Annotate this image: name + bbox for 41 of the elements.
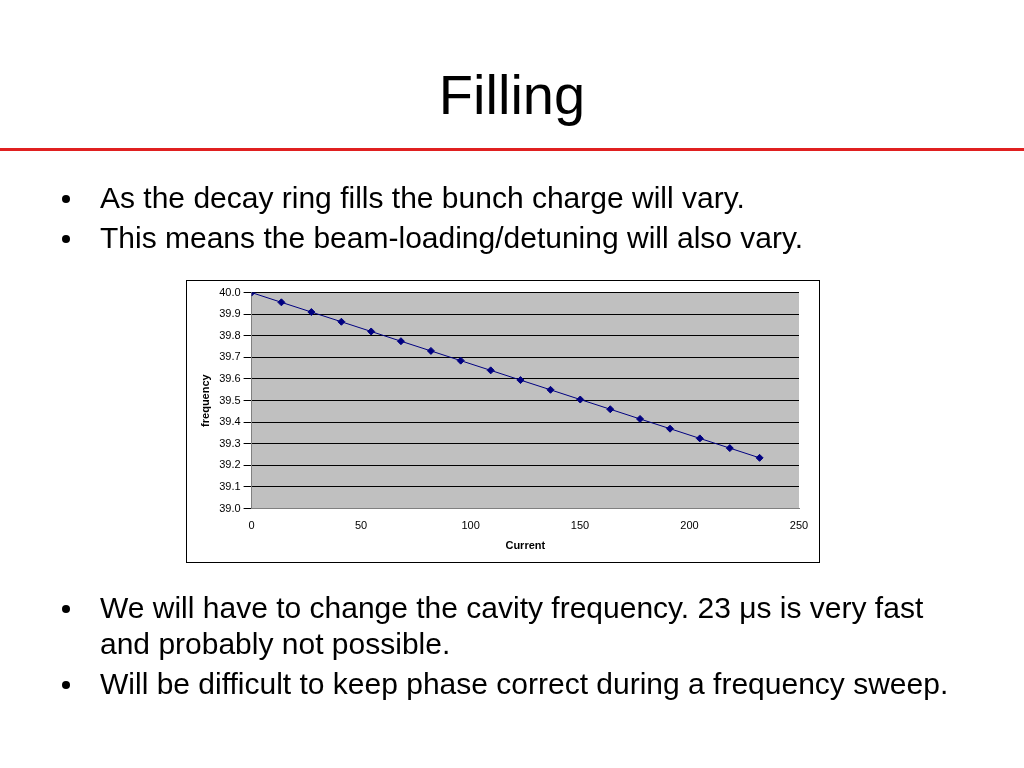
y-tick-label: 39.6 [219,372,241,385]
text: Will be difficult to keep phase correct during a frequency sweep. [100,666,950,702]
y-tick-label: 39.9 [219,307,241,320]
y-tick-label: 39.2 [219,458,241,471]
y-axis-title: frequency [198,373,211,427]
x-tick-label: 50 [354,519,368,532]
y-tick-label: 39.5 [219,393,241,406]
x-tick-label: 250 [789,519,809,532]
point [456,356,465,365]
point [367,327,376,336]
point [755,453,764,462]
x-tick-label: 100 [461,519,480,532]
point [606,405,615,414]
point [695,434,704,443]
text: As the decay ring fills the bunch charge will vary. [100,180,746,216]
x-tick-label: 150 [570,519,590,532]
x-axis-title: Current [505,539,546,552]
y-tick-label: 40.0 [219,285,241,298]
point [516,376,525,385]
y-tick-label: 39.4 [219,415,241,428]
y-tick-label: 39.7 [219,350,241,363]
point [546,385,555,394]
text: This means the beam-loading/detuning will also vary. [100,220,805,256]
point [666,424,675,433]
point [576,395,585,404]
point [486,366,495,375]
point [396,337,405,346]
point [725,444,734,453]
y-tick-label: 39.3 [219,436,241,449]
y-tick-label: 39.8 [219,328,241,341]
text: We will have to change the cavity frequency. 23 μs is very fast and probably not possible. [100,590,925,662]
x-tick-label: 200 [680,519,699,532]
chart-title: Filling [437,62,587,127]
y-tick-label: 39.1 [219,480,241,493]
point [307,308,316,317]
point [277,298,286,307]
y-tick-label: 39.0 [219,501,241,514]
point [337,317,346,326]
point [636,414,645,423]
point [426,346,435,355]
x-tick-label: 0 [248,519,255,532]
